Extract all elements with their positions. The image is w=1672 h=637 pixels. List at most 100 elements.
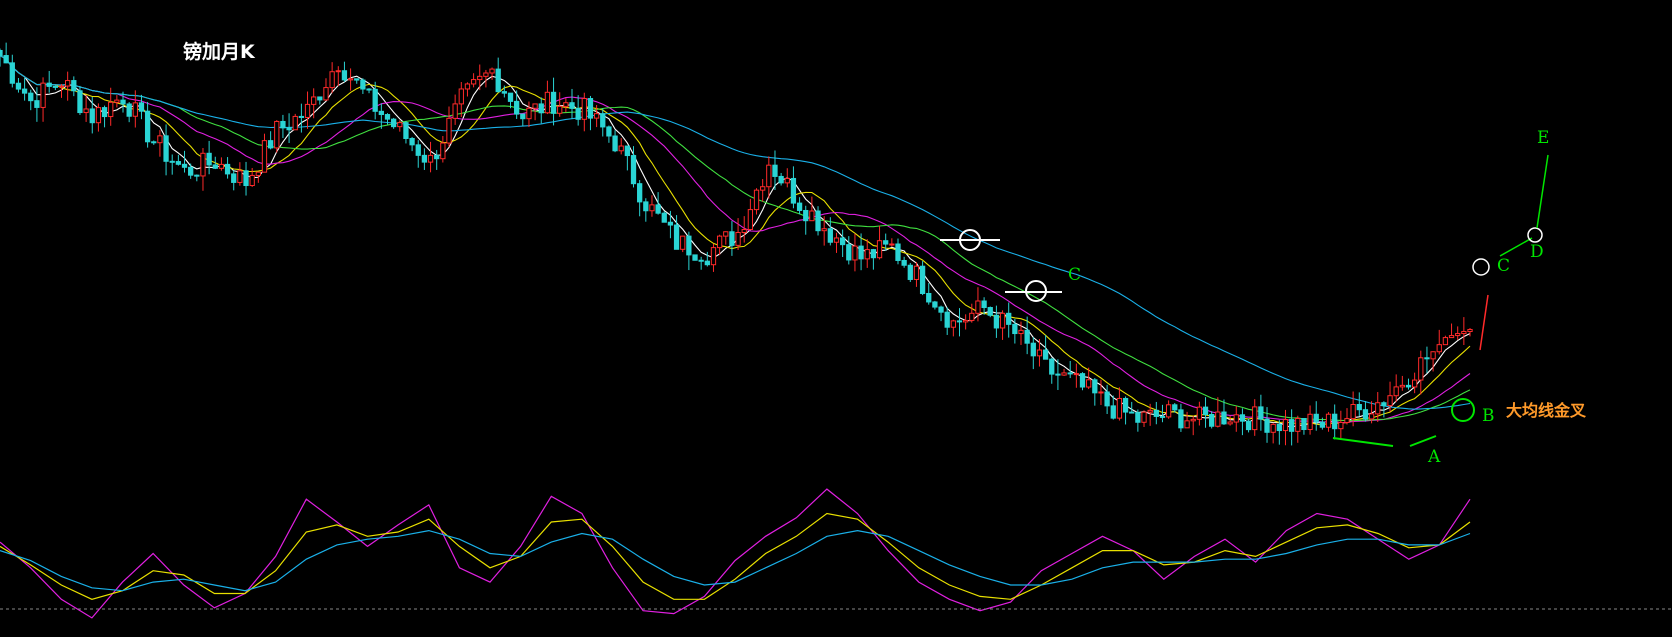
- candle-body: [710, 247, 717, 266]
- candle-body: [747, 209, 754, 231]
- candle-body: [1129, 411, 1135, 414]
- candle-body: [821, 228, 827, 232]
- candle-body: [1135, 412, 1141, 423]
- candle-body: [612, 135, 618, 152]
- candle-body: [1209, 413, 1215, 427]
- candle-body: [827, 228, 833, 243]
- candle-body: [766, 164, 772, 188]
- candle-body: [963, 319, 969, 323]
- candle-body: [71, 80, 77, 92]
- projection-line-de: [1536, 154, 1549, 229]
- candle-body: [329, 71, 335, 89]
- candle-body: [372, 88, 378, 112]
- candle-body: [458, 88, 464, 105]
- projection-line-cd: [1499, 237, 1533, 257]
- candle-body: [1442, 337, 1449, 346]
- candle-body: [993, 314, 1000, 329]
- candle-body: [796, 202, 803, 211]
- candle-body: [1079, 373, 1086, 388]
- candle-body: [643, 201, 649, 212]
- candle-body: [1110, 405, 1116, 419]
- candle-body: [421, 154, 428, 163]
- candle-body: [83, 108, 89, 114]
- candle-body: [944, 311, 950, 328]
- candle-body: [261, 140, 268, 173]
- candle-body: [1387, 395, 1393, 407]
- candle-body: [532, 103, 538, 109]
- candle-body: [1362, 409, 1369, 420]
- candle-body: [544, 91, 551, 114]
- candle-body: [126, 103, 132, 117]
- candle-body: [704, 260, 710, 266]
- candle-body: [1202, 406, 1209, 415]
- candle-body: [569, 102, 575, 109]
- candle-body: [157, 135, 163, 144]
- candle-body: [212, 164, 218, 169]
- candle-body: [132, 102, 138, 117]
- candle-body: [1344, 418, 1350, 423]
- candle-body: [753, 189, 760, 211]
- candle-body: [464, 83, 471, 90]
- candle-body: [1116, 397, 1123, 419]
- candle-body: [1086, 379, 1092, 388]
- candle-body: [956, 320, 963, 323]
- candle-body: [1436, 344, 1442, 353]
- candle-body: [224, 163, 231, 175]
- candle-body: [729, 231, 735, 246]
- candle-body: [280, 120, 286, 129]
- candle-body: [557, 105, 563, 114]
- candle-body: [163, 135, 169, 162]
- candle-body: [1006, 312, 1012, 325]
- candle-body: [1288, 419, 1295, 432]
- candle-body: [409, 137, 415, 146]
- oscillator-panel: [0, 488, 1471, 619]
- candle-body: [600, 113, 606, 128]
- candle-body: [680, 235, 686, 250]
- candle-body: [926, 292, 932, 303]
- candle-body: [378, 110, 384, 116]
- candle-body: [489, 68, 495, 74]
- candle-body: [876, 240, 883, 259]
- candle-body: [46, 82, 52, 87]
- candle-body: [1036, 349, 1043, 357]
- candle-body: [999, 312, 1006, 329]
- candle-body: [1153, 409, 1159, 417]
- candle-body: [65, 80, 71, 87]
- candle-body: [0, 49, 3, 57]
- label-golden-cross: 大均线金叉: [1506, 401, 1587, 420]
- candle-body: [686, 235, 692, 256]
- candle-body: [101, 107, 108, 118]
- candle-body: [3, 55, 9, 64]
- candle-body: [1245, 420, 1252, 431]
- candle-body: [15, 82, 22, 90]
- candle-body: [1067, 372, 1073, 375]
- candle-body: [151, 141, 157, 144]
- annotations: C A B C D E 大均线金叉: [940, 128, 1587, 467]
- candle-body: [366, 88, 372, 91]
- candle-body: [1042, 349, 1049, 360]
- candle-body: [95, 107, 102, 124]
- candle-body: [858, 245, 864, 260]
- candle-body: [1030, 342, 1036, 357]
- candle-body: [21, 88, 28, 94]
- candle-body: [1215, 411, 1221, 427]
- candle-body: [120, 99, 126, 105]
- candle-body: [335, 70, 341, 73]
- candle-body: [58, 85, 65, 88]
- candle-body: [1368, 413, 1375, 420]
- candle-body: [470, 79, 477, 85]
- candle-body: [9, 62, 15, 84]
- candle-body: [1282, 419, 1289, 432]
- candle-body: [403, 122, 409, 139]
- candle-body: [772, 164, 778, 177]
- candle-body: [895, 243, 901, 261]
- support-line-1: [1332, 437, 1394, 447]
- candle-body: [692, 254, 698, 261]
- candle-body: [1325, 413, 1332, 428]
- candle-body: [1147, 409, 1153, 413]
- candle-body: [1252, 406, 1258, 431]
- candle-body: [169, 160, 175, 163]
- candle-body: [932, 301, 938, 308]
- candle-body: [114, 99, 120, 103]
- candle-body: [1356, 404, 1362, 411]
